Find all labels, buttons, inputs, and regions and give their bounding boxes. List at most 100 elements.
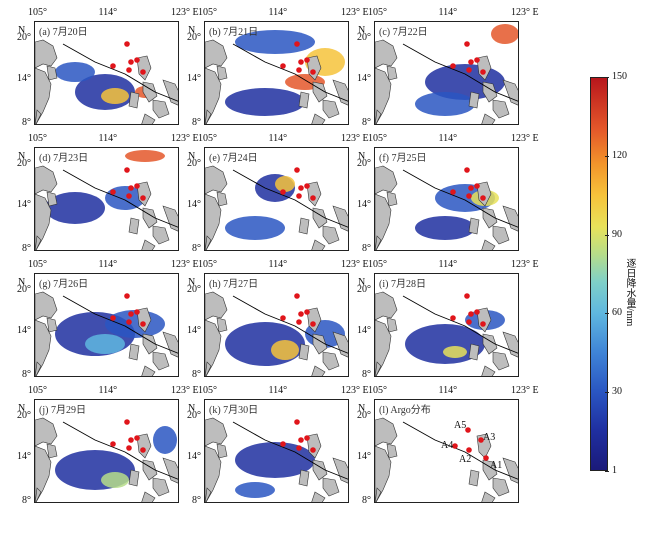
precipitation-map xyxy=(35,417,178,502)
lon-tick-label: 123° E xyxy=(341,7,369,18)
argo-float-marker xyxy=(474,309,480,315)
argo-float-marker xyxy=(466,447,472,453)
north-label: N xyxy=(18,403,26,414)
precipitation-map xyxy=(35,291,178,376)
panel-title: (f) 7月25日 xyxy=(379,153,427,164)
lon-tick-label: 114° xyxy=(268,259,288,270)
lat-tick-label: 20° xyxy=(187,284,201,295)
cruise-track xyxy=(402,295,518,354)
land-area xyxy=(205,39,228,69)
land-area xyxy=(35,291,58,321)
panel-title: (j) 7月29日 xyxy=(39,405,86,416)
colorbar-tick-label: 30 xyxy=(612,386,622,398)
lon-tick-label: 123° E xyxy=(171,259,199,270)
argo-float-marker xyxy=(464,293,470,299)
lat-tick-label: 20° xyxy=(357,410,371,421)
land-area xyxy=(476,181,492,207)
lat-tick-label: 14° xyxy=(187,451,201,462)
lon-tick-label: 114° xyxy=(438,259,458,270)
lat-tick-label: 8° xyxy=(362,117,371,128)
lon-tick-label: 123° E xyxy=(511,259,539,270)
argo-float-marker xyxy=(126,193,132,199)
land-area xyxy=(375,291,398,321)
argo-float-marker xyxy=(296,445,302,451)
argo-float-marker xyxy=(298,311,304,317)
lat-tick-label: 8° xyxy=(362,369,371,380)
lon-tick-label: 105° xyxy=(28,7,47,18)
lon-tick-label: 123° E xyxy=(511,385,539,396)
precipitation-map xyxy=(205,417,348,502)
argo-float-marker xyxy=(280,189,286,195)
lat-tick-label: 14° xyxy=(187,199,201,210)
colorbar-tick-mark xyxy=(605,471,609,472)
lon-tick-label: 114° xyxy=(438,7,458,18)
argo-float-marker xyxy=(128,59,134,65)
argo-float-marker xyxy=(110,441,116,447)
lat-tick-label: 8° xyxy=(362,243,371,254)
land-area xyxy=(205,445,222,502)
land-area xyxy=(298,91,310,109)
argo-float-marker xyxy=(304,183,310,189)
argo-float-marker xyxy=(480,69,486,75)
cruise-track xyxy=(232,43,348,102)
map-panel: (i) 7月28日 xyxy=(374,273,519,377)
argo-float-label: A2 xyxy=(459,454,472,465)
land-area xyxy=(205,361,212,376)
land-area xyxy=(205,487,212,502)
lat-tick-label: 14° xyxy=(17,451,31,462)
argo-float-marker xyxy=(140,447,146,453)
land-area xyxy=(375,361,382,376)
land-area xyxy=(35,193,52,250)
panel-title: (h) 7月27日 xyxy=(209,279,259,290)
map-panel: (d) 7月23日 xyxy=(34,147,179,251)
map-panel: (f) 7月25日 xyxy=(374,147,519,251)
lat-tick-label: 20° xyxy=(187,32,201,43)
rain-area xyxy=(235,482,275,498)
land-area xyxy=(128,469,140,487)
land-area xyxy=(375,235,382,250)
lon-tick-label: 105° xyxy=(28,133,47,144)
rain-area xyxy=(153,426,177,454)
land-area xyxy=(136,433,152,459)
argo-float-marker xyxy=(124,419,130,425)
land-area xyxy=(141,113,156,124)
land-area xyxy=(35,235,42,250)
land-area xyxy=(128,91,140,109)
land-area xyxy=(141,491,156,502)
lat-tick-label: 8° xyxy=(22,495,31,506)
rain-area xyxy=(101,472,129,488)
lat-tick-label: 8° xyxy=(362,495,371,506)
lon-tick-label: 114° xyxy=(98,133,118,144)
lat-tick-label: 20° xyxy=(17,158,31,169)
panel-title: (g) 7月26日 xyxy=(39,279,89,290)
lon-tick-label: 114° xyxy=(98,259,118,270)
colorbar-title: 逐日降水量/mm xyxy=(624,258,635,327)
argo-float-marker xyxy=(280,63,286,69)
north-label: N xyxy=(358,151,366,162)
land-area xyxy=(136,55,152,81)
land-area xyxy=(311,365,326,376)
land-area xyxy=(492,225,510,245)
land-area xyxy=(216,443,228,459)
lat-tick-label: 8° xyxy=(192,495,201,506)
land-area xyxy=(46,443,58,459)
lat-tick-label: 14° xyxy=(187,325,201,336)
land-area xyxy=(468,91,480,109)
argo-float-marker xyxy=(124,41,130,47)
precipitation-map xyxy=(35,39,178,124)
land-area xyxy=(306,55,322,81)
argo-float-marker xyxy=(480,195,486,201)
argo-float-marker xyxy=(310,321,316,327)
rain-area xyxy=(45,192,105,224)
argo-float-label: A3 xyxy=(483,432,496,443)
argo-float-marker xyxy=(466,193,472,199)
lon-tick-label: 123° E xyxy=(511,133,539,144)
cruise-track xyxy=(232,295,348,354)
argo-float-marker xyxy=(466,319,472,325)
argo-float-marker xyxy=(134,435,140,441)
rain-area xyxy=(85,334,125,354)
lat-tick-label: 14° xyxy=(17,199,31,210)
lon-tick-label: 114° xyxy=(98,385,118,396)
land-area xyxy=(502,331,518,358)
land-area xyxy=(306,181,322,207)
